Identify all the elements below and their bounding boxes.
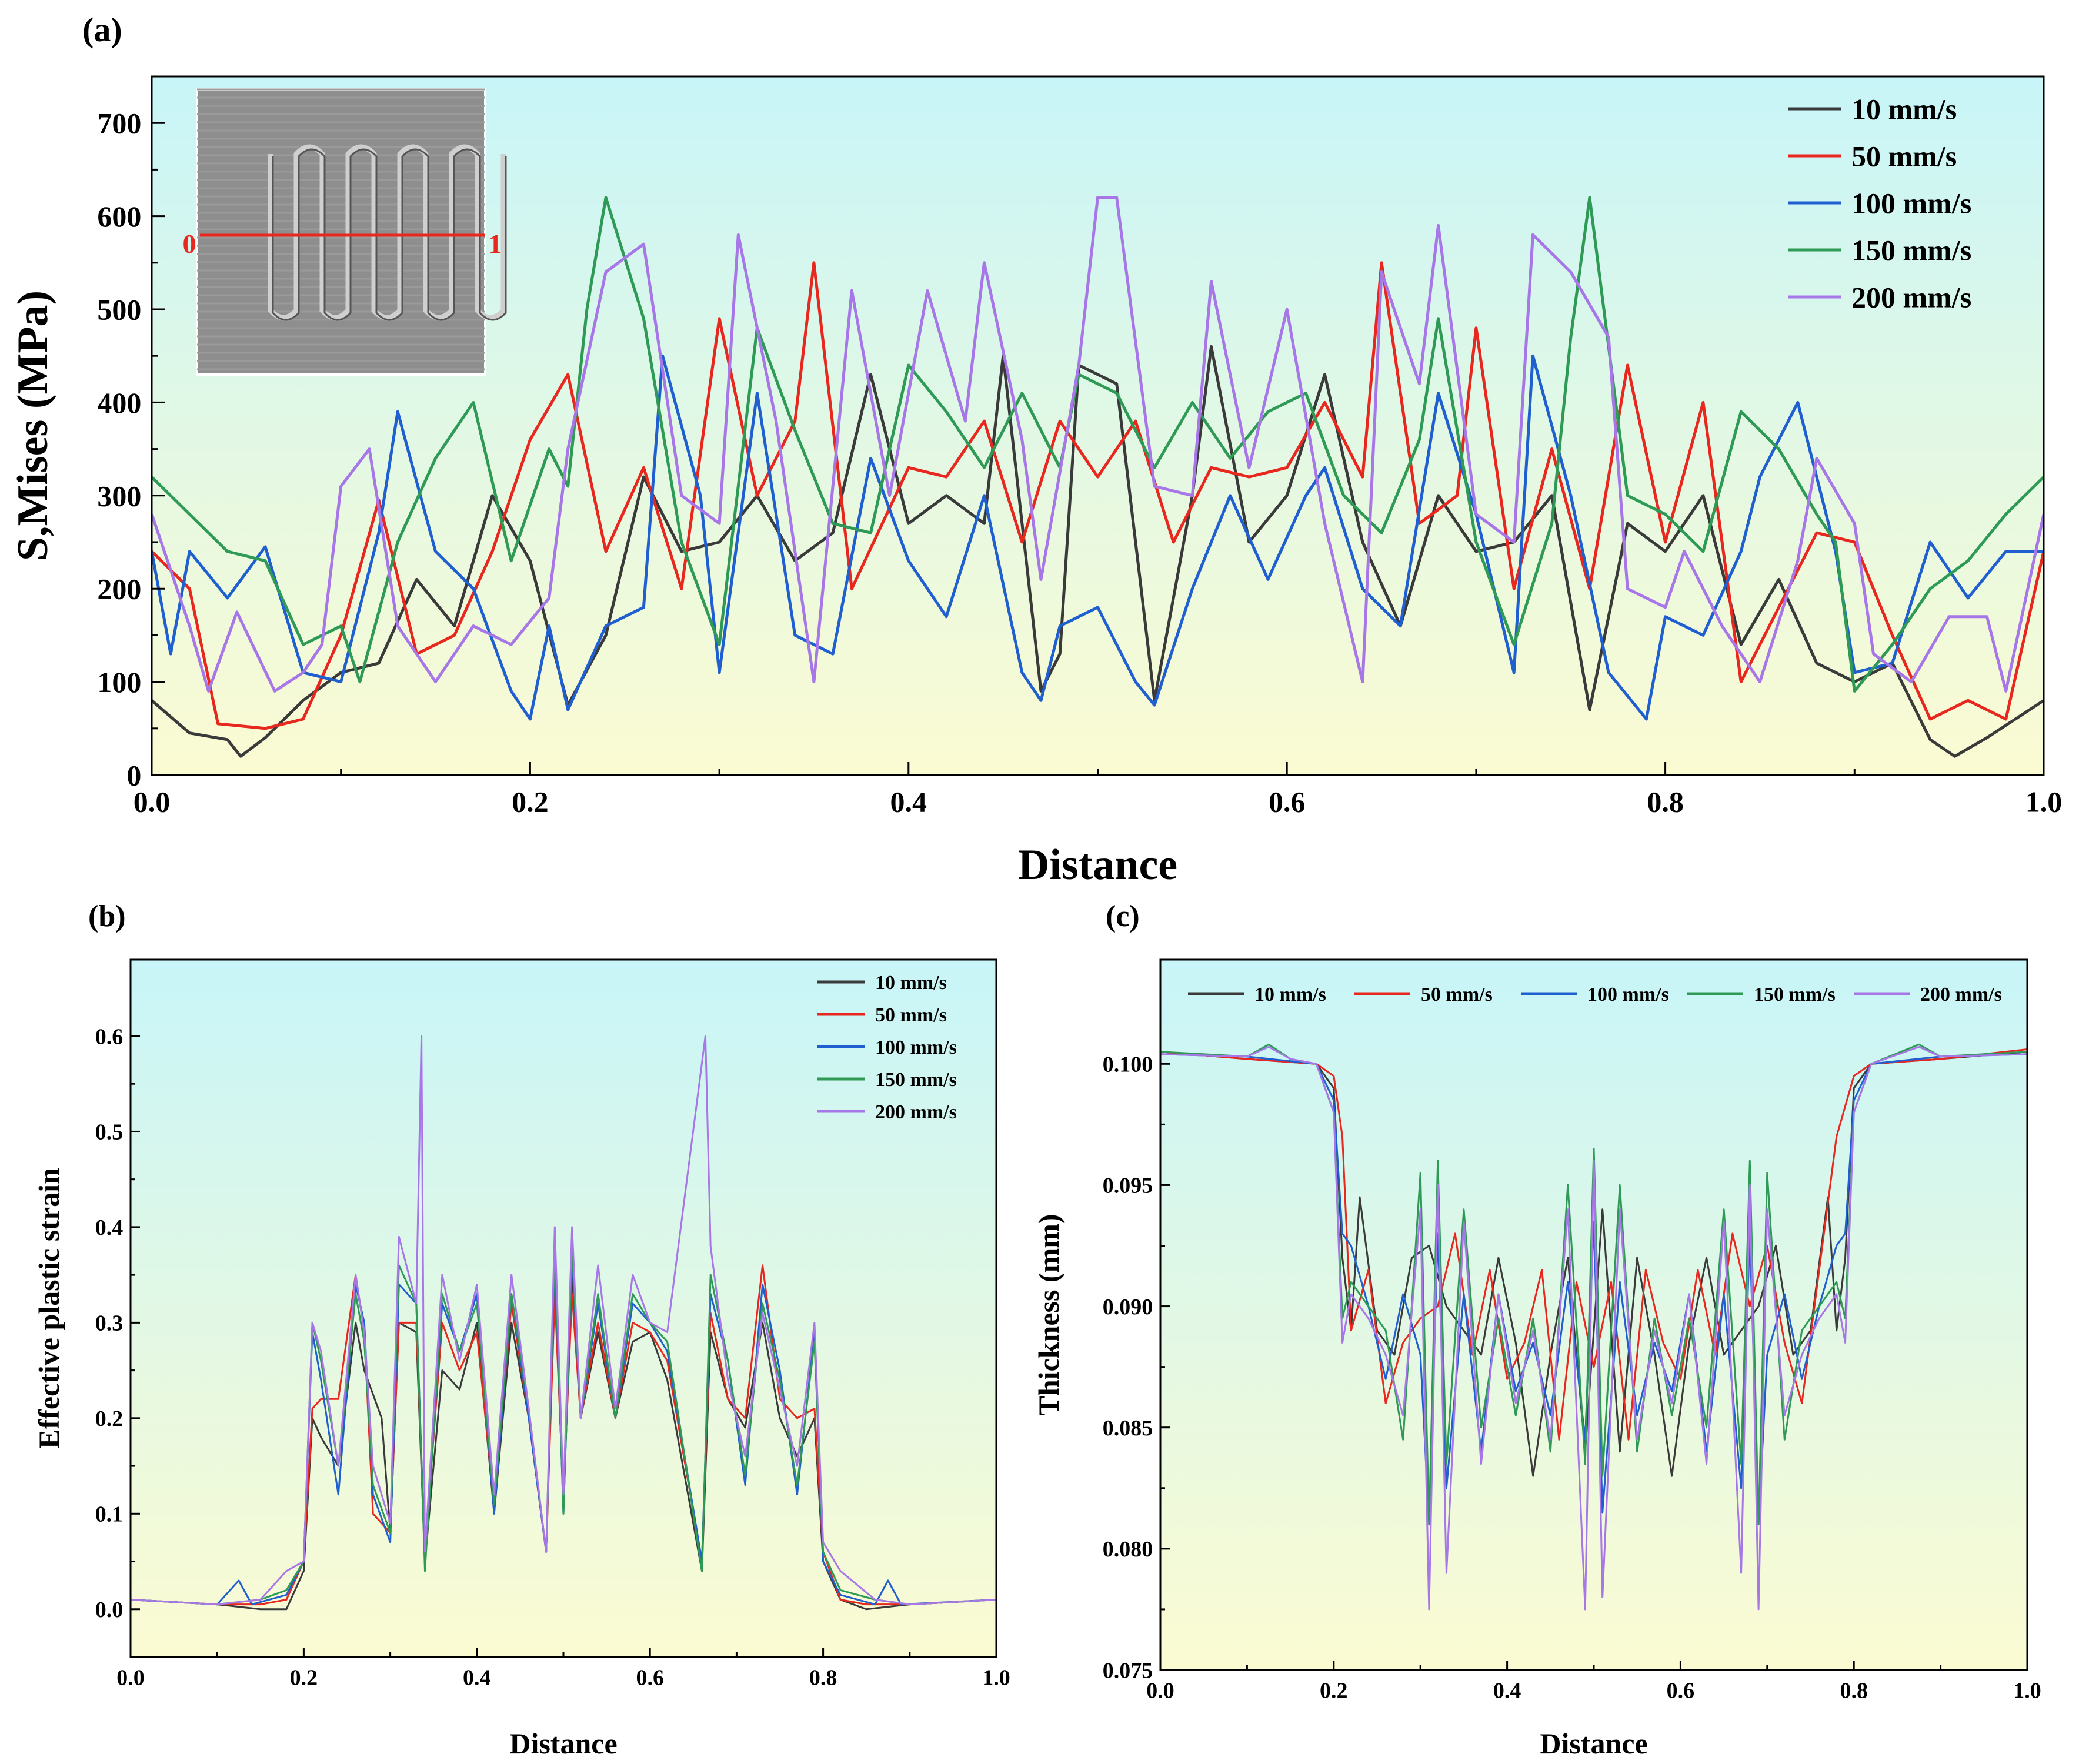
- legend-label: 10 mm/s: [1851, 93, 1957, 126]
- y-tick-label: 0.075: [1103, 1658, 1153, 1683]
- panel-label: (a): [82, 11, 122, 49]
- y-tick-label: 0.095: [1103, 1174, 1153, 1198]
- legend: 10 mm/s 50 mm/s 100 mm/s 150 mm/s 200 mm/s: [1788, 93, 1971, 314]
- series-line-50-mm-s: [152, 261, 2044, 730]
- x-tick-label: 0.8: [1647, 786, 1684, 818]
- x-tick-label: 0.2: [290, 1666, 318, 1690]
- plot-area: [131, 960, 996, 1657]
- series-line-200-mm-s: [1160, 1045, 2027, 1611]
- y-tick-label: 100: [97, 666, 141, 699]
- y-tick-label: 0: [126, 759, 141, 792]
- legend-label: 150 mm/s: [1851, 234, 1971, 267]
- y-tick-label: 500: [97, 293, 141, 326]
- series-line-10-mm-s: [152, 345, 2044, 758]
- y-tick-label: 0.085: [1103, 1416, 1153, 1441]
- series-line-150-mm-s: [152, 196, 2044, 693]
- legend-label: 100 mm/s: [875, 1037, 957, 1058]
- x-tick-label: 0.4: [1493, 1679, 1521, 1703]
- x-tick-label: 0.4: [890, 786, 927, 818]
- y-tick-label: 0.100: [1103, 1053, 1153, 1077]
- legend-label: 10 mm/s: [875, 972, 947, 994]
- series-group: [1160, 1043, 2027, 1611]
- y-tick-label: 0.080: [1103, 1537, 1153, 1562]
- series-line-150-mm-s: [1160, 1043, 2027, 1526]
- y-axis-label: Thickness (mm): [1032, 1214, 1065, 1415]
- legend-label: 200 mm/s: [1920, 984, 2002, 1005]
- plot-area: [1160, 960, 2027, 1670]
- y-tick-label: 300: [97, 479, 141, 512]
- x-tick-label: 0.0: [116, 1666, 145, 1690]
- x-tick-label: 0.6: [1667, 1679, 1695, 1703]
- legend-label: 50 mm/s: [875, 1004, 947, 1026]
- x-tick-label: 0.0: [134, 786, 171, 818]
- x-axis-label: Distance: [1018, 841, 1177, 889]
- series-line-50-mm-s: [1160, 1048, 2027, 1441]
- x-tick-label: 0.0: [1146, 1679, 1174, 1703]
- x-tick-label: 0.6: [1269, 786, 1306, 818]
- x-tick-label: 0.4: [463, 1666, 491, 1690]
- panel-a: (a)0.0 0.2 0.4 0.6 0.8 1.00100200300400500600…: [9, 11, 2062, 889]
- x-tick-label: 1.0: [2013, 1679, 2041, 1703]
- inset-label-end: 1: [489, 229, 502, 259]
- x-axis-label: Distance: [1540, 1727, 1647, 1760]
- y-tick-label: 0.5: [95, 1120, 124, 1145]
- x-tick-label: 0.8: [809, 1666, 837, 1690]
- x-tick-label: 0.2: [1320, 1679, 1348, 1703]
- series-line-200-mm-s: [131, 1035, 996, 1606]
- y-axis-label: Effective plastic strain: [32, 1168, 65, 1449]
- legend: 10 mm/s 50 mm/s 100 mm/s 150 mm/s 200 mm/s: [1188, 984, 2002, 1005]
- x-tick-label: 1.0: [2025, 786, 2063, 818]
- legend-label: 100 mm/s: [1587, 984, 1669, 1005]
- legend-label: 150 mm/s: [1754, 984, 1836, 1005]
- panel-label: (b): [88, 900, 126, 933]
- x-tick-label: 0.8: [1840, 1679, 1868, 1703]
- series-group: [131, 1035, 996, 1611]
- y-tick-label: 400: [97, 386, 141, 419]
- y-tick-label: 0.6: [95, 1024, 124, 1049]
- legend-label: 50 mm/s: [1421, 984, 1493, 1005]
- y-tick-label: 0.2: [95, 1406, 124, 1431]
- legend-label: 10 mm/s: [1254, 984, 1326, 1005]
- y-tick-label: 0.4: [95, 1215, 124, 1240]
- y-tick-label: 0.3: [95, 1311, 124, 1336]
- x-tick-label: 1.0: [982, 1666, 1010, 1690]
- x-axis-label: Distance: [509, 1727, 617, 1760]
- inset-channel-shadow: [272, 148, 507, 321]
- series-line-100-mm-s: [1160, 1053, 2027, 1526]
- y-tick-label: 0.1: [95, 1502, 124, 1527]
- inset-background: [196, 88, 486, 376]
- y-tick-label: 600: [97, 200, 141, 233]
- y-tick-label: 200: [97, 573, 141, 606]
- inset-label-start: 0: [183, 229, 196, 259]
- panel-b: (b) 0.0 0.2 0.4 0.6 0.8 1.0 0.0 0.1 0.2 0.3 0.4 0.5 0…: [32, 900, 1010, 1760]
- x-tick-label: 0.6: [636, 1666, 664, 1690]
- y-tick-label: 0.0: [95, 1598, 124, 1622]
- legend: 10 mm/s 50 mm/s 100 mm/s 150 mm/s 200 mm/s: [817, 972, 957, 1123]
- inset-channel-highlight: [268, 144, 506, 320]
- series-line-200-mm-s: [152, 196, 2044, 693]
- legend-label: 50 mm/s: [1851, 140, 1957, 173]
- y-tick-label: 700: [97, 107, 141, 140]
- legend-label: 200 mm/s: [875, 1101, 957, 1123]
- legend-label: 200 mm/s: [1851, 281, 1971, 314]
- y-axis-label: S,Mises (MPa): [9, 290, 57, 561]
- legend-label: 100 mm/s: [1851, 187, 1971, 220]
- x-tick-label: 0.2: [512, 786, 549, 818]
- legend-label: 150 mm/s: [875, 1069, 957, 1091]
- panel-label: (c): [1106, 900, 1140, 933]
- y-tick-label: 0.090: [1103, 1295, 1153, 1319]
- panel-c: (c) 0.0 0.2 0.4 0.6 0.8 1.0 0.075 0.080 0.085 0.09…: [1032, 900, 2041, 1760]
- series-group: [152, 196, 2044, 758]
- series-line-100-mm-s: [152, 354, 2044, 721]
